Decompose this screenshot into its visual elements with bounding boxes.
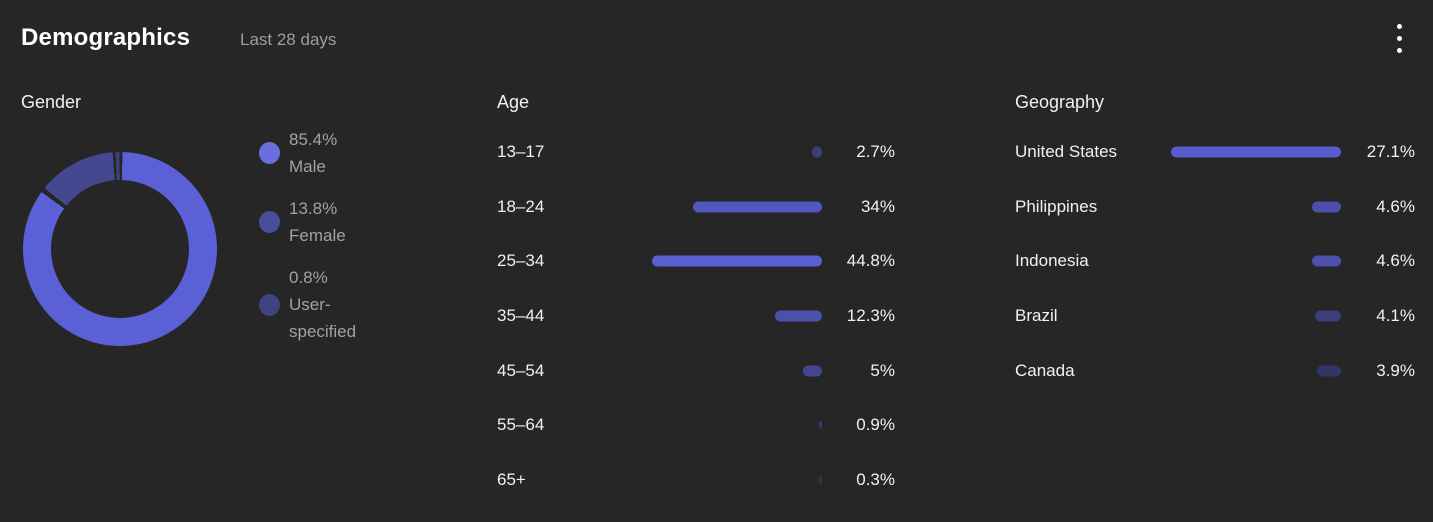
- geography-row-bar: [1171, 146, 1341, 158]
- age-row-value: 5%: [870, 360, 895, 380]
- age-row-bar: [819, 475, 822, 484]
- legend-marker-user-specified: [259, 293, 280, 316]
- age-row-bar-track: [607, 453, 822, 508]
- geography-row-label: United States: [1015, 142, 1118, 162]
- age-row-label: 55–64: [497, 415, 545, 435]
- legend-value-female: 13.8%: [289, 199, 338, 218]
- legend-label-user-specified: User-specified: [289, 295, 357, 341]
- geography-row: Brazil 4.1%: [1015, 289, 1415, 344]
- legend-item-user-specified: 0.8% User-specified: [259, 264, 389, 345]
- age-row-value: 0.3%: [856, 469, 895, 489]
- geography-section-title: Geography: [1015, 92, 1105, 112]
- age-row-bar: [812, 146, 822, 158]
- age-row-bar: [803, 365, 822, 377]
- legend-marker-male: [259, 142, 280, 164]
- age-row-bar-track: [607, 289, 822, 344]
- geography-row-bar-track: [1165, 180, 1341, 235]
- age-row-bar-track: [607, 398, 822, 453]
- gender-donut-chart: [23, 152, 217, 346]
- age-section-title: Age: [497, 92, 530, 112]
- legend-item-male: 85.4% Male: [259, 126, 389, 180]
- legend-value-user-specified: 0.8%: [289, 268, 328, 287]
- date-range-label: Last 28 days: [240, 30, 337, 49]
- gender-legend: 85.4% Male 13.8% Female 0.8% User-specif…: [259, 126, 389, 345]
- geography-row-bar-track: [1165, 234, 1341, 289]
- legend-value-male: 85.4%: [289, 130, 338, 149]
- age-row-bar-track: [607, 234, 822, 289]
- gender-section-title: Gender: [21, 92, 82, 112]
- geography-row-bar: [1315, 310, 1341, 322]
- geography-row: Indonesia 4.6%: [1015, 234, 1415, 289]
- age-row-bar-track: [607, 343, 822, 398]
- geography-row-label: Brazil: [1015, 306, 1058, 326]
- geography-row-value: 4.6%: [1376, 196, 1415, 216]
- age-row-bar: [819, 421, 822, 430]
- age-row-label: 65+: [497, 469, 526, 489]
- geography-row: United States 27.1%: [1015, 125, 1415, 180]
- age-row-bar: [652, 255, 822, 267]
- more-options-button[interactable]: [1379, 18, 1419, 58]
- age-row-label: 25–34: [497, 251, 545, 271]
- age-row: 35–44 12.3%: [497, 289, 895, 344]
- geography-row-label: Canada: [1015, 360, 1075, 380]
- age-bar-chart: 13–17 2.7% 18–24 34% 25–34 44.8% 35–44 1…: [497, 125, 895, 507]
- geography-row-value: 4.6%: [1376, 251, 1415, 271]
- age-row-value: 2.7%: [856, 142, 895, 162]
- age-row-value: 44.8%: [846, 251, 895, 271]
- geography-row-value: 27.1%: [1366, 142, 1415, 162]
- age-row-label: 18–24: [497, 196, 545, 216]
- kebab-menu-icon: [1396, 47, 1402, 53]
- age-row-value: 34%: [860, 196, 895, 216]
- geography-row-bar: [1317, 365, 1341, 377]
- geography-row-bar-track: [1165, 289, 1341, 344]
- geography-row-bar-track: [1165, 343, 1341, 398]
- geography-bar-chart: United States 27.1% Philippines 4.6% Ind…: [1015, 125, 1415, 398]
- geography-row: Canada 3.9%: [1015, 343, 1415, 398]
- age-row: 25–34 44.8%: [497, 234, 895, 289]
- kebab-menu-icon: [1396, 23, 1402, 29]
- kebab-menu-icon: [1396, 35, 1402, 41]
- legend-label-female: Female: [289, 226, 346, 245]
- geography-row-value: 4.1%: [1376, 306, 1415, 326]
- age-row-label: 35–44: [497, 306, 545, 326]
- age-row: 45–54 5%: [497, 343, 895, 398]
- geography-row-bar: [1312, 201, 1341, 213]
- age-row-bar-track: [607, 180, 822, 235]
- card-title: Demographics: [21, 24, 191, 51]
- age-row-bar-track: [607, 125, 822, 180]
- age-row-label: 13–17: [497, 142, 545, 162]
- age-row: 55–64 0.9%: [497, 398, 895, 453]
- geography-row-value: 3.9%: [1376, 360, 1415, 380]
- legend-label-male: Male: [289, 157, 326, 176]
- age-row-label: 45–54: [497, 360, 545, 380]
- age-row-bar: [693, 201, 822, 213]
- age-row: 13–17 2.7%: [497, 125, 895, 180]
- age-row-value: 12.3%: [846, 306, 895, 326]
- age-row-bar: [775, 310, 822, 322]
- geography-row-label: Philippines: [1015, 196, 1098, 216]
- legend-marker-female: [259, 211, 280, 233]
- legend-item-female: 13.8% Female: [259, 195, 389, 249]
- age-row: 18–24 34%: [497, 180, 895, 235]
- geography-row-bar-track: [1165, 125, 1341, 180]
- geography-row: Philippines 4.6%: [1015, 180, 1415, 235]
- geography-row-bar: [1312, 255, 1341, 267]
- geography-row-label: Indonesia: [1015, 251, 1089, 271]
- age-row: 65+ 0.3%: [497, 453, 895, 508]
- age-row-value: 0.9%: [856, 415, 895, 435]
